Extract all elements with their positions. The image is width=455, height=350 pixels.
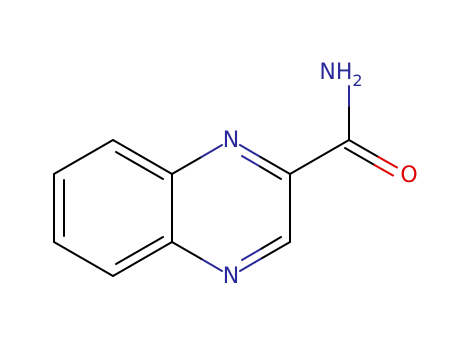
atom-labels: N N NH2 O	[223, 60, 418, 289]
bond	[171, 156, 203, 175]
bond-inner	[259, 165, 282, 180]
atom-label-main: NH	[319, 60, 352, 85]
atom-label: N	[223, 264, 239, 289]
atom-label: N	[223, 128, 239, 153]
bond	[348, 139, 380, 158]
bond	[239, 258, 262, 272]
bond-inner	[344, 147, 376, 166]
bond	[259, 156, 291, 175]
bond	[239, 144, 262, 158]
bond	[200, 258, 223, 272]
atom-label-subscript: 2	[352, 71, 362, 90]
bonds	[53, 85, 398, 277]
bond	[200, 144, 223, 158]
bond	[112, 241, 173, 277]
bond	[112, 139, 173, 175]
atom-label: O	[400, 163, 417, 188]
bond	[53, 241, 114, 277]
atom-label: NH2	[319, 60, 362, 90]
bond-inner	[259, 236, 282, 251]
bond-inner	[115, 236, 164, 265]
bond-inner	[373, 164, 394, 177]
bond	[377, 156, 398, 169]
bond	[259, 241, 291, 260]
bond	[171, 241, 203, 260]
bond	[53, 139, 114, 175]
bond-inner	[115, 151, 164, 180]
bond-inner	[241, 155, 261, 168]
bond-inner	[241, 248, 261, 261]
bond	[289, 139, 350, 175]
